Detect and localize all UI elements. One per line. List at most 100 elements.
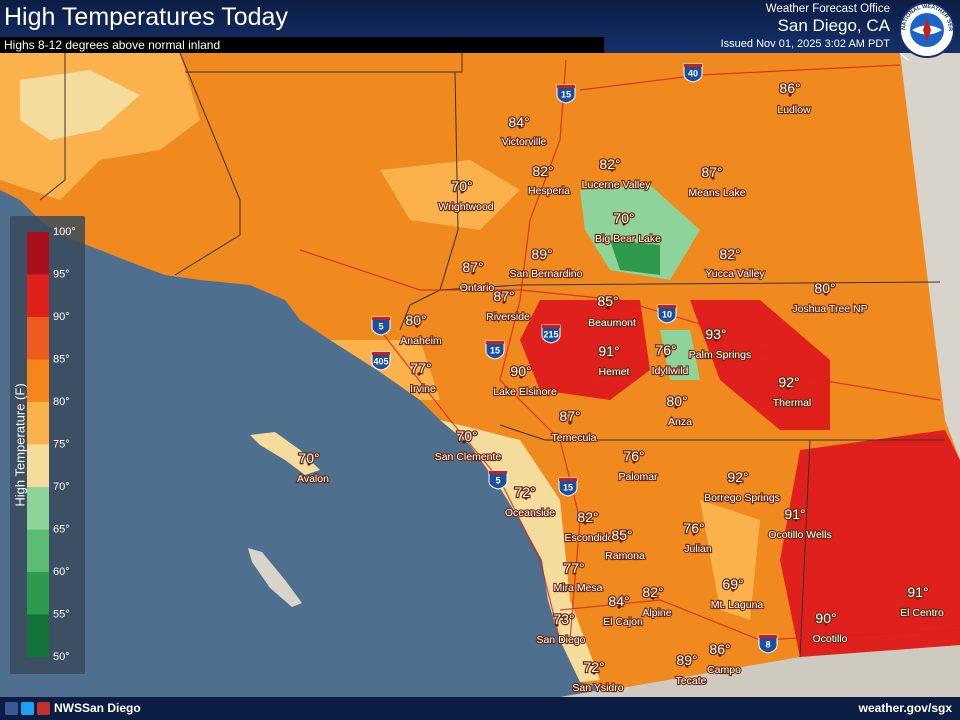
city-temp: 82° — [577, 509, 598, 525]
legend-label: 80° — [53, 396, 70, 408]
city-name: Borrego Springs — [704, 492, 780, 504]
city-temp: 92° — [778, 374, 799, 390]
city-name: Idyllwild — [652, 365, 689, 377]
city-dot — [540, 257, 544, 261]
interstate-shield-top — [559, 478, 577, 481]
city-name: Mt. Laguna — [711, 599, 764, 611]
city-dot — [502, 300, 506, 304]
interstate-number: 40 — [688, 68, 698, 78]
city-name: Palm Springs — [689, 349, 751, 361]
legend-swatch — [27, 232, 49, 275]
city-dot — [736, 481, 740, 485]
city-dot — [572, 571, 576, 575]
city-name: Thermal — [773, 397, 812, 409]
city-dot — [651, 596, 655, 600]
city-dot — [664, 354, 668, 358]
office: Weather Forecast Office — [765, 3, 890, 15]
issued: Issued Nov 01, 2025 3:02 AM PDT — [720, 38, 890, 50]
zone — [660, 330, 700, 380]
interstate-shield-top — [486, 341, 504, 344]
subtitle: Highs 8-12 degrees above normal inland — [0, 37, 604, 53]
city-dot — [460, 190, 464, 194]
city-name: Mira Mesa — [553, 582, 602, 594]
city-temp: 80° — [814, 280, 835, 296]
legend-label: 85° — [53, 353, 70, 365]
legend-swatch — [27, 487, 49, 530]
nws-seal: NATIONAL WEATHER SERVICE — [898, 1, 955, 58]
legend: High Temperature (F) 100° 95° 90° 85° 80° 75°… — [10, 216, 85, 674]
city-temp: 86° — [709, 641, 730, 657]
city-name: Ocotillo Wells — [768, 529, 831, 541]
city-name: Beaumont — [588, 317, 636, 329]
youtube-icon[interactable] — [37, 702, 50, 715]
legend-swatch — [27, 402, 49, 445]
city-name: Oceanside — [505, 507, 555, 519]
city-name: Ramona — [605, 550, 645, 562]
interstate-number: 405 — [373, 356, 388, 366]
city-name: Lake Elsinore — [493, 386, 557, 398]
city-dot — [519, 375, 523, 379]
city-name: Riverside — [486, 311, 530, 323]
city-name: Hesperia — [528, 185, 570, 197]
interstate-shield — [657, 304, 677, 324]
city-temp: 76° — [655, 342, 676, 358]
city-dot — [617, 605, 621, 609]
city-temp: 69° — [722, 576, 743, 592]
city-name: Irvine — [410, 383, 436, 395]
legend-swatch — [27, 317, 49, 360]
city-name: Hemet — [599, 366, 630, 378]
interstate-shield — [541, 324, 561, 344]
interstate-shield-top — [372, 352, 390, 355]
city-temp: 82° — [642, 584, 663, 600]
boundary — [899, 52, 909, 61]
city-name: Anaheim — [400, 335, 442, 347]
legend-label: 55° — [53, 608, 70, 620]
city-name: Julian — [684, 543, 712, 555]
legend-label: 70° — [53, 481, 70, 493]
footer-bar — [0, 697, 960, 720]
city-dot — [524, 496, 528, 500]
city-dot — [568, 421, 572, 425]
city-temp: 93° — [705, 326, 726, 342]
facebook-icon[interactable] — [5, 702, 18, 715]
city-temp: 85° — [611, 527, 632, 543]
city-dot — [711, 176, 715, 180]
city-temp: 87° — [701, 164, 722, 180]
city-dot — [610, 168, 614, 172]
zone — [780, 430, 960, 657]
city-dot — [415, 324, 419, 328]
city-temp: 80° — [405, 312, 426, 328]
city-dot — [462, 440, 466, 444]
city-temp: 90° — [510, 363, 531, 379]
city-name: San Diego — [536, 634, 585, 646]
legend-title: High Temperature (F) — [12, 383, 27, 506]
legend-label: 90° — [53, 311, 70, 323]
interstate-number: 15 — [490, 345, 500, 355]
twitter-icon[interactable] — [21, 702, 34, 715]
interstate-shield-top — [658, 305, 676, 308]
city-name: Means Lake — [688, 187, 745, 199]
title: High Temperatures Today — [4, 3, 288, 31]
city-name: Anza — [668, 416, 692, 428]
city-name: Escondido — [564, 532, 613, 544]
city-name: San Bernardino — [510, 268, 583, 280]
website[interactable]: weather.gov/sgx — [858, 701, 952, 715]
interstate-shield — [683, 63, 703, 83]
city-dot — [718, 653, 722, 657]
legend-label: 50° — [53, 651, 70, 663]
city-temp: 70° — [451, 178, 472, 194]
city-dot — [606, 306, 610, 310]
zone — [580, 185, 700, 280]
island — [248, 548, 302, 607]
city-temp: 82° — [719, 246, 740, 262]
city-temp: 70° — [456, 428, 477, 444]
legend-swatch — [27, 614, 49, 657]
interstate-shield-top — [557, 85, 575, 88]
city-temp: 91° — [784, 506, 805, 522]
city-temp: 91° — [907, 584, 928, 600]
city-name: Victorville — [502, 136, 547, 148]
city-name: Avalon — [297, 473, 329, 485]
zone — [20, 70, 140, 140]
